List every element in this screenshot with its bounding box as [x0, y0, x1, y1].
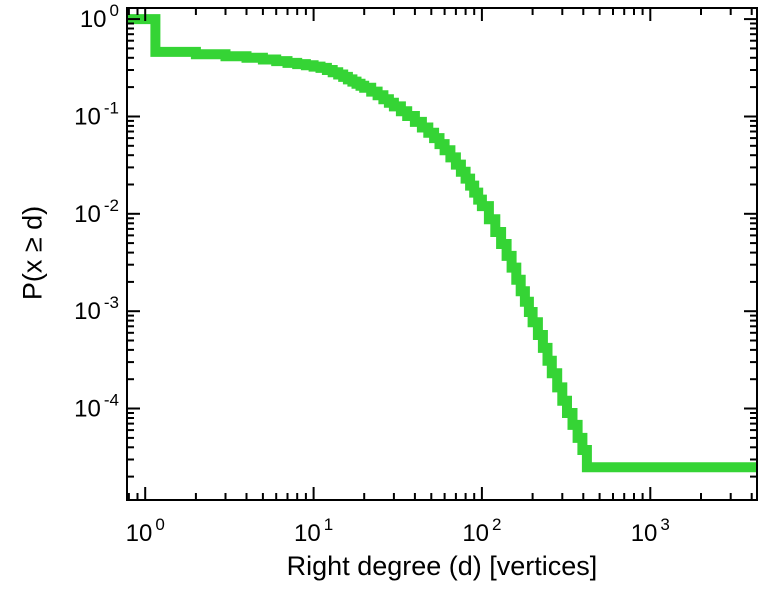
tick-label: 10 -1 — [74, 99, 119, 131]
y-axis-title: P(x ≥ d) — [17, 205, 48, 301]
tick-label: 10 1 — [294, 515, 333, 547]
tick-label: 10 0 — [80, 1, 119, 33]
x-axis-title: Right degree (d) [vertices] — [286, 551, 598, 581]
tick-label: 10 3 — [631, 515, 670, 547]
tick-label: 10 -4 — [74, 391, 119, 423]
ccdf-step-curve — [127, 14, 757, 473]
tick-label: 10 -2 — [74, 196, 119, 228]
x-tick-labels: 10 0 10 1 10 2 10 3 — [126, 515, 670, 547]
tick-label: 10 -3 — [74, 293, 119, 325]
tick-label: 10 2 — [462, 515, 501, 547]
axis-ticks — [127, 8, 757, 500]
plot-frame — [126, 7, 758, 501]
tick-label: 10 0 — [126, 515, 165, 547]
